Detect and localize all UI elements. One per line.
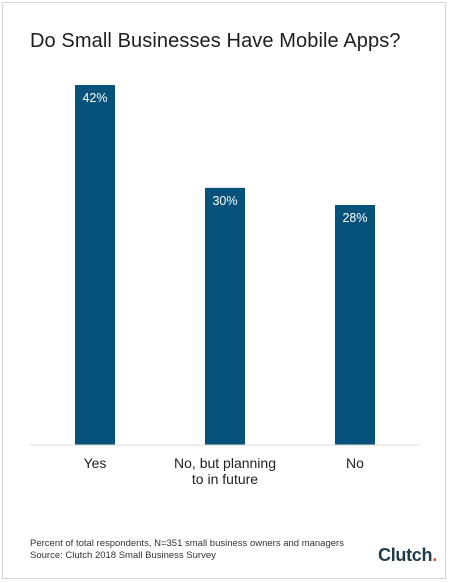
bar-value-label-1: 30% xyxy=(212,194,237,208)
footnote-line-1: Percent of total respondents, N=351 smal… xyxy=(30,538,344,549)
category-label-line: Yes xyxy=(84,455,107,471)
footnote-line-2: Source: Clutch 2018 Small Business Surve… xyxy=(30,550,216,561)
bar-value-label-2: 28% xyxy=(342,211,367,225)
category-labels-group: Yes No, but planning to in future No xyxy=(84,455,365,487)
bar-2 xyxy=(335,205,375,445)
bar-1 xyxy=(205,187,245,445)
clutch-logo-dot: . xyxy=(432,545,437,565)
category-label-line: No xyxy=(346,455,364,471)
bar-0 xyxy=(75,85,115,445)
category-label-line: to in future xyxy=(192,471,258,487)
category-label-2: No xyxy=(346,455,364,471)
clutch-logo: Clutch. xyxy=(378,545,437,566)
bar-value-label-0: 42% xyxy=(82,91,107,105)
clutch-logo-text: Clutch xyxy=(378,545,433,565)
category-label-line: No, but planning xyxy=(174,455,276,471)
bars-group: 42% 30% 28% xyxy=(75,85,375,445)
footnote: Percent of total respondents, N=351 smal… xyxy=(30,538,344,562)
category-label-0: Yes xyxy=(84,455,107,471)
category-label-1: No, but planning to in future xyxy=(174,455,276,487)
chart-title: Do Small Businesses Have Mobile Apps? xyxy=(30,30,401,52)
